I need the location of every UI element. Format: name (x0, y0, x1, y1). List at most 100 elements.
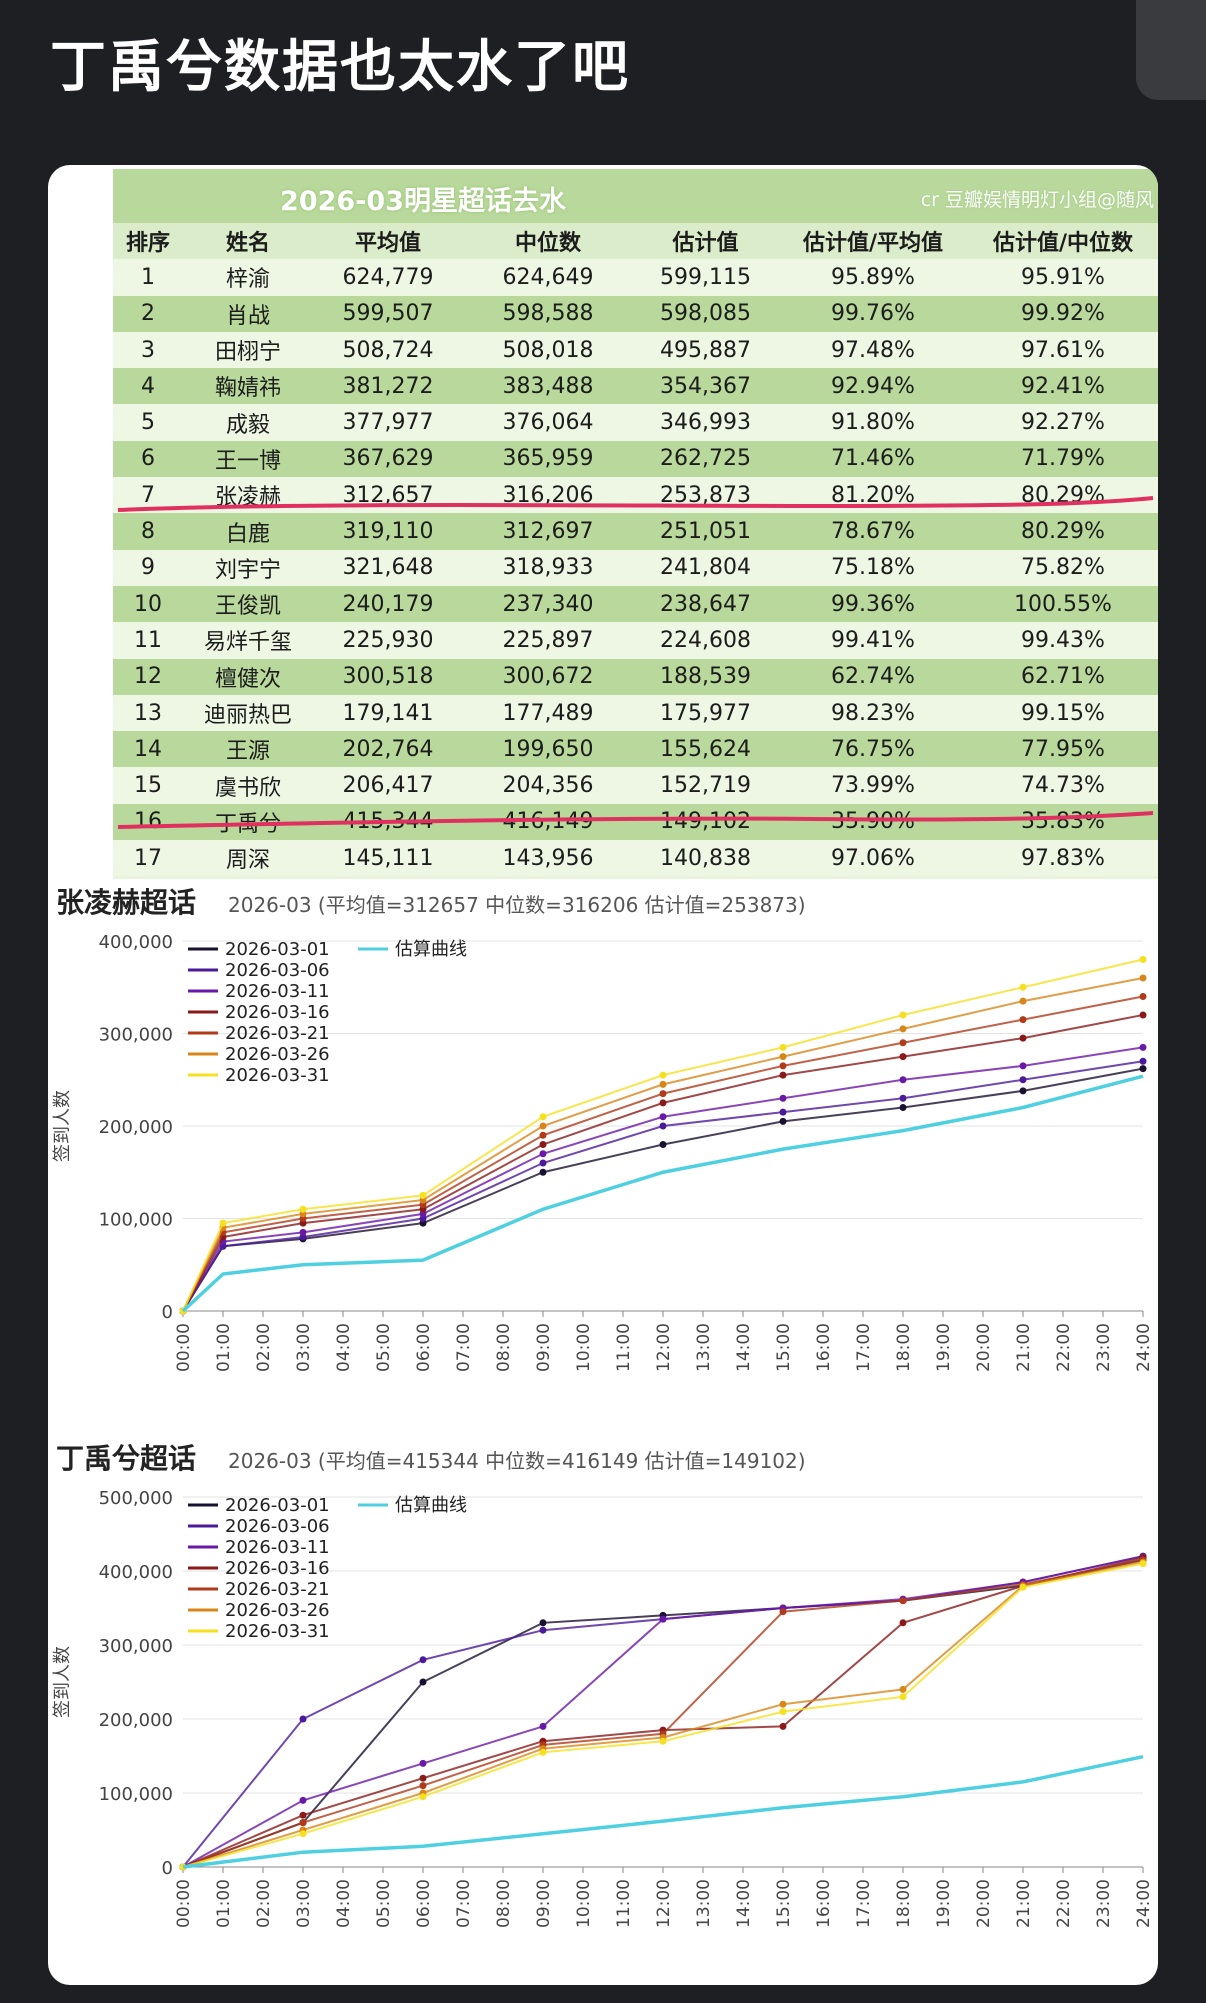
table-cell: 321,648 (342, 555, 434, 581)
table-row: 16 丁禹兮 415,344 416,149 149,102 35.90% 35.83% (113, 803, 1158, 841)
table-cell: 虞书欣 (214, 775, 281, 801)
table-cell: 95.89% (831, 264, 915, 290)
data-point (899, 1011, 907, 1019)
x-tick-label: 22:00 (1054, 1879, 1074, 1928)
data-point (659, 1141, 667, 1148)
x-tick-label: 13:00 (694, 1879, 714, 1928)
data-point (1139, 1560, 1147, 1568)
x-tick-label: 12:00 (654, 1879, 674, 1928)
header-cell: 平均值 (354, 231, 421, 257)
table-cell: 238,647 (660, 591, 751, 617)
legend-label: 2026-03-21 (225, 1023, 330, 1044)
table-row: 9 刘宇宁 321,648 318,933 241,804 75.18% 75.82% (113, 549, 1158, 586)
data-point (899, 1076, 907, 1084)
legend-label: 2026-03-31 (225, 1065, 330, 1086)
data-point (899, 1693, 907, 1701)
x-tick-label: 14:00 (734, 1879, 754, 1928)
table-cell: 35.90% (831, 809, 915, 835)
table-cell: 2 (141, 301, 155, 327)
table-cell: 179,141 (342, 700, 434, 726)
x-tick-label: 08:00 (494, 1323, 514, 1372)
chart-dingyuxi: 丁禹兮超话 2026-03 (平均值=415344 中位数=416149 估计值… (48, 1437, 1158, 1985)
data-point (779, 1094, 787, 1102)
header-cell: 排序 (125, 231, 170, 257)
table-cell: 365,959 (502, 446, 594, 472)
data-point (779, 1108, 787, 1116)
table-cell: 5 (141, 410, 155, 436)
table-cell: 62.71% (1021, 664, 1105, 690)
table-cell: 鞠婧祎 (214, 376, 281, 402)
data-point (299, 1205, 307, 1213)
x-tick-label: 10:00 (574, 1879, 594, 1928)
table-cell: 80.29% (1021, 519, 1105, 545)
table-row: 14 王源 202,764 199,650 155,624 76.75% 77.95% (113, 731, 1158, 768)
table-cell: 81.20% (831, 482, 915, 508)
table-cell: 4 (141, 373, 155, 399)
table-row: 1 梓渝 624,779 624,649 599,115 95.89% 95.91% (113, 259, 1158, 296)
series-line-2026-03-26 (182, 977, 1144, 1312)
legend-label: 估算曲线 (395, 939, 467, 960)
data-point (299, 1228, 307, 1236)
table-cell: 155,624 (660, 736, 751, 762)
table-row: 5 成毅 377,977 376,064 346,993 91.80% 92.27% (113, 404, 1158, 441)
x-tick-label: 10:00 (574, 1323, 594, 1372)
legend-label: 2026-03-26 (225, 1600, 330, 1621)
chart-subtitle: 2026-03 (平均值=312657 中位数=316206 估计值=25387… (228, 893, 806, 917)
data-point (219, 1219, 227, 1227)
data-point (659, 1737, 667, 1745)
data-point (659, 1122, 667, 1130)
data-point (299, 1830, 307, 1838)
table-cell: 35.83% (1021, 809, 1105, 835)
data-point (299, 1819, 307, 1827)
table-cell: 300,672 (502, 664, 594, 690)
table-cell: 迪丽热巴 (203, 703, 292, 728)
x-tick-label: 13:00 (694, 1323, 714, 1372)
data-point (779, 1708, 787, 1716)
table-row: 8 白鹿 319,110 312,697 251,051 78.67% 80.29% (113, 513, 1158, 550)
x-tick-label: 08:00 (494, 1879, 514, 1928)
header-cell: 估计值/中位数 (992, 231, 1134, 257)
y-tick-label: 400,000 (99, 1562, 173, 1583)
x-tick-label: 11:00 (614, 1323, 634, 1372)
data-point (539, 1159, 547, 1167)
data-point (899, 1094, 907, 1102)
legend-label: 2026-03-16 (225, 1002, 330, 1023)
x-tick-label: 09:00 (534, 1323, 554, 1372)
table-cell: 10 (134, 591, 162, 617)
data-point (539, 1122, 547, 1130)
table-cell: 1 (141, 264, 155, 290)
header-cell: 姓名 (225, 231, 270, 257)
table-cell: 成毅 (225, 412, 270, 438)
legend-label: 估算曲线 (395, 1495, 467, 1516)
x-tick-label: 03:00 (294, 1879, 314, 1928)
table-cell: 梓渝 (225, 267, 270, 293)
x-tick-label: 16:00 (814, 1879, 834, 1928)
header-cell: 估计值 (672, 231, 739, 257)
table-cell: 416,149 (502, 809, 594, 835)
series-line-2026-03-06 (182, 1060, 1144, 1312)
y-tick-label: 0 (162, 1858, 173, 1879)
data-point (419, 1191, 427, 1199)
x-tick-label: 07:00 (454, 1323, 474, 1372)
table-row: 2 肖战 599,507 598,588 598,085 99.76% 99.92% (113, 295, 1158, 332)
table-cell: 599,115 (660, 264, 751, 290)
table-cell: 225,897 (502, 627, 594, 653)
table-cell: 312,657 (342, 482, 434, 508)
data-point (419, 1793, 427, 1801)
table-cell: 8 (141, 519, 155, 545)
image-card[interactable]: 2026-03明星超话去水 cr 豆瓣娱情明灯小组@随风 排序 姓名 平均值 中… (48, 165, 1158, 1985)
x-tick-label: 04:00 (334, 1323, 354, 1372)
table-row: 10 王俊凯 240,179 237,340 238,647 99.36% 100.55% (113, 585, 1158, 623)
table-cell: 316,206 (502, 482, 594, 508)
table-cell: 7 (141, 482, 155, 508)
table-cell: 225,930 (342, 627, 434, 653)
data-point (299, 1715, 307, 1723)
data-point (779, 1722, 787, 1730)
table-cell: 王源 (225, 739, 270, 765)
x-tick-label: 23:00 (1094, 1323, 1114, 1372)
data-point (659, 1615, 667, 1623)
x-tick-label: 15:00 (774, 1323, 794, 1372)
data-point (779, 1071, 787, 1079)
table-cell: 377,977 (342, 410, 434, 436)
legend-label: 2026-03-16 (225, 1558, 330, 1579)
